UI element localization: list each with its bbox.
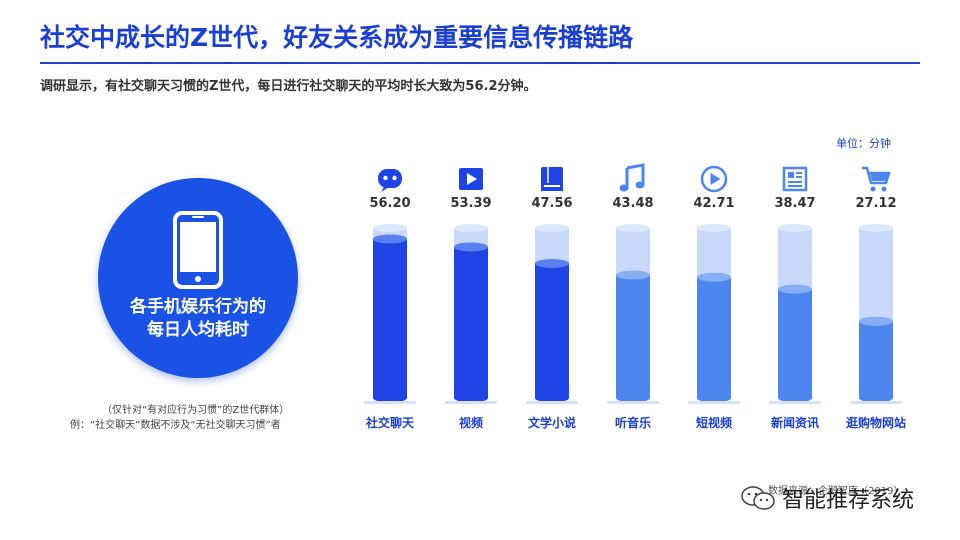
circle-line-2: 每日人均耗时: [147, 320, 249, 340]
value-label: 43.48: [612, 196, 653, 211]
bar: [454, 246, 488, 398]
footnote-line-2: 例：“社交聊天”数据不涉及“无社交聊天习惯”者: [70, 420, 281, 431]
watermark-text: 智能推荐系统: [782, 488, 915, 513]
tube-top-cap: [535, 224, 569, 232]
bar-base-cap: [697, 393, 731, 403]
bar: [778, 289, 812, 398]
value-label: 47.56: [531, 196, 572, 211]
tube-top-cap: [697, 224, 731, 232]
tube-top-cap: [454, 224, 488, 232]
bar-base-cap: [859, 393, 893, 403]
watermark: 智能推荐系统: [740, 482, 914, 514]
category-label: 短视频: [696, 415, 732, 430]
bar-top-cap: [778, 284, 812, 294]
base-shadow: [364, 401, 416, 404]
bar: [616, 275, 650, 398]
tube-top-cap: [616, 224, 650, 232]
base-shadow: [526, 401, 578, 404]
value-label: 42.71: [693, 196, 734, 211]
bar-top-cap: [697, 272, 731, 282]
unit-label: 单位：分钟: [836, 137, 891, 150]
bar: [373, 239, 407, 398]
bar-top-cap: [616, 270, 650, 280]
source-note: 数据来源：企鹅智库（2019）: [768, 486, 904, 497]
category-label: 社交聊天: [365, 415, 415, 430]
bar-base-cap: [778, 393, 812, 403]
bar: [697, 277, 731, 398]
title-divider: [40, 62, 920, 64]
tube-top-cap: [778, 224, 812, 232]
base-shadow: [607, 401, 659, 404]
footnote-line-1: （仅针对“有对应行为习惯”的Z世代群体）: [102, 405, 290, 416]
category-label: 新闻资讯: [771, 415, 819, 430]
music-note-icon: [619, 163, 645, 192]
footnote: （仅针对“有对应行为习惯”的Z世代群体） 例：“社交聊天”数据不涉及“无社交聊天…: [70, 403, 320, 433]
value-label: 56.20: [369, 196, 410, 211]
value-label: 27.12: [855, 196, 896, 211]
chat-bubble-icon: [378, 169, 402, 192]
bar: [859, 321, 893, 398]
smartphone-icon: [173, 211, 223, 289]
base-shadow: [688, 401, 740, 404]
bar-base-cap: [454, 393, 488, 403]
base-shadow: [850, 401, 902, 404]
bar-top-cap: [454, 242, 488, 252]
shopping-cart-icon: [862, 166, 891, 192]
category-label: 文学小说: [528, 415, 576, 430]
bar-top-cap: [373, 234, 407, 244]
circle-line-1: 各手机娱乐行为的: [130, 297, 266, 317]
bar-base-cap: [373, 393, 407, 403]
category-label: 听音乐: [615, 415, 651, 430]
category-label: 逛购物网站: [846, 415, 906, 430]
page-title: 社交中成长的Z世代，好友关系成为重要信息传播链路: [40, 23, 634, 52]
base-shadow: [445, 401, 497, 404]
wechat-icon: [741, 486, 775, 510]
video-play-icon: [459, 168, 483, 190]
book-icon: [541, 167, 563, 191]
newspaper-icon: [782, 166, 808, 192]
bar-base-cap: [616, 393, 650, 403]
value-label: 38.47: [774, 196, 815, 211]
tube-top-cap: [373, 224, 407, 232]
bar-chart: 56.20 社交聊天 53.39 视频 47.56 文学小说 43.48 听音乐 42.71 短视…: [364, 163, 906, 430]
base-shadow: [769, 401, 821, 404]
play-circle-icon: [700, 165, 728, 193]
page-subtitle: 调研显示，有社交聊天习惯的Z世代，每日进行社交聊天的平均时长大致为56.2分钟。: [40, 79, 537, 94]
bar-top-cap: [535, 258, 569, 268]
summary-circle: 各手机娱乐行为的 每日人均耗时: [98, 178, 298, 378]
tube-top-cap: [859, 224, 893, 232]
value-label: 53.39: [450, 196, 491, 211]
bar-base-cap: [535, 393, 569, 403]
bar-top-cap: [859, 316, 893, 326]
bar: [535, 263, 569, 398]
category-label: 视频: [459, 415, 483, 430]
